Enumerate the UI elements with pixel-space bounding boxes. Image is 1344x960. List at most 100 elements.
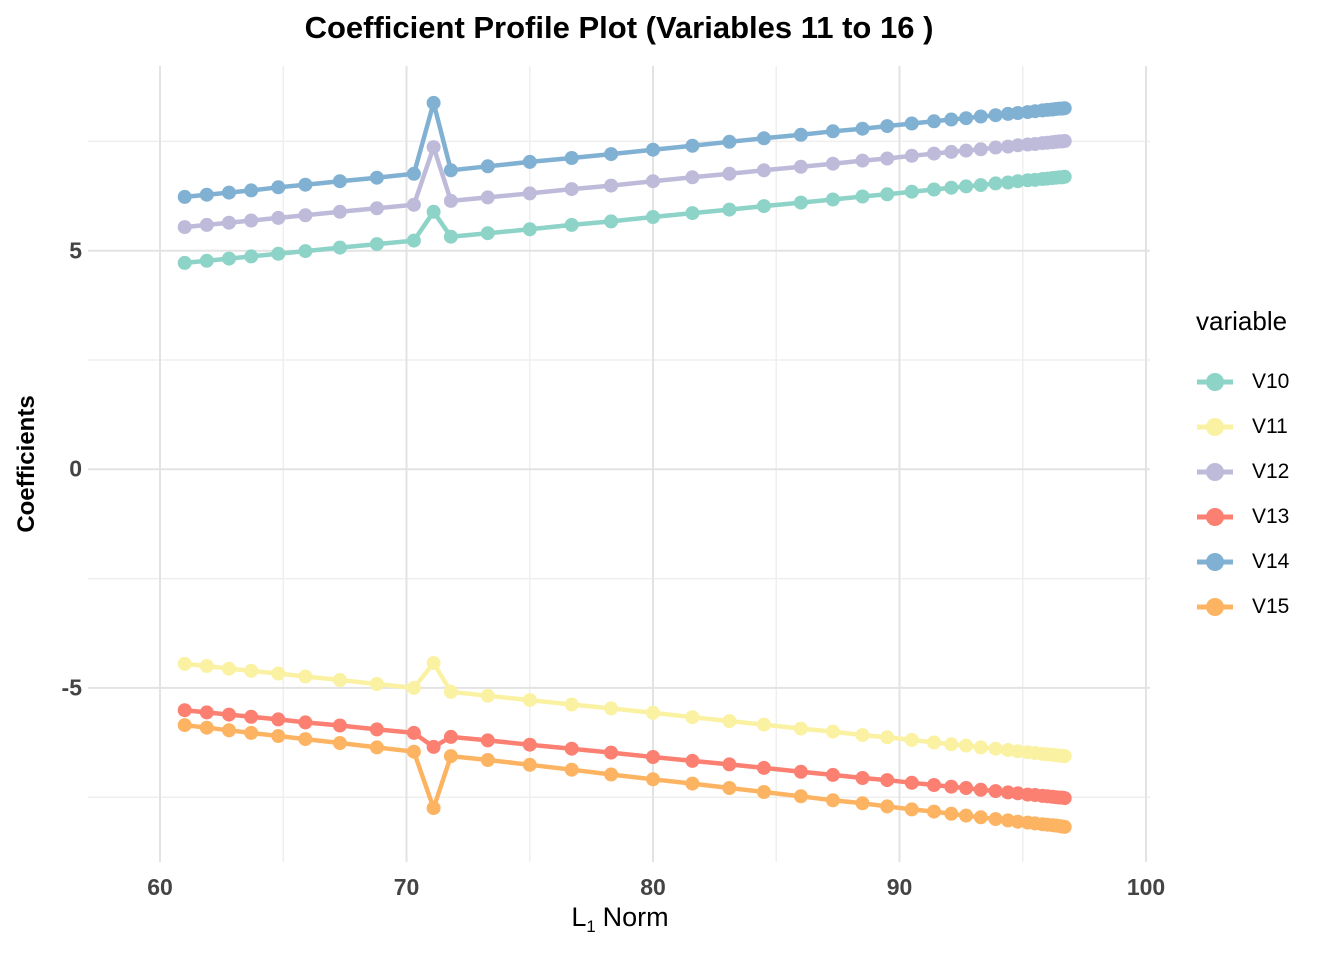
data-point bbox=[177, 718, 192, 733]
data-point bbox=[1057, 169, 1072, 184]
data-point bbox=[564, 762, 579, 777]
data-point bbox=[522, 693, 537, 708]
x-axis-title-suffix: Norm bbox=[602, 902, 669, 932]
data-point bbox=[406, 197, 421, 212]
data-point bbox=[646, 174, 660, 189]
data-point bbox=[604, 214, 619, 229]
legend: variable V10 V11 V12 V13 V14 V15 bbox=[1196, 306, 1289, 629]
legend-label: V11 bbox=[1252, 414, 1288, 438]
data-point bbox=[988, 108, 1003, 123]
data-point bbox=[332, 673, 347, 687]
data-point bbox=[564, 217, 579, 232]
data-point bbox=[332, 204, 347, 219]
data-point bbox=[944, 112, 959, 127]
data-point bbox=[793, 789, 808, 804]
data-point bbox=[825, 192, 840, 207]
data-point bbox=[426, 95, 441, 110]
legend-label: V13 bbox=[1252, 504, 1290, 528]
data-point bbox=[332, 718, 347, 733]
legend-key-icon bbox=[1197, 597, 1233, 616]
data-point bbox=[443, 163, 458, 178]
x-tick-label: 80 bbox=[640, 874, 666, 900]
data-point bbox=[880, 773, 895, 788]
data-point bbox=[222, 251, 236, 266]
data-point bbox=[426, 656, 441, 670]
data-point bbox=[944, 144, 959, 159]
data-point bbox=[944, 779, 959, 794]
data-point bbox=[973, 740, 988, 755]
data-point bbox=[1057, 791, 1072, 806]
data-point bbox=[199, 187, 214, 202]
legend-label: V12 bbox=[1252, 459, 1290, 483]
data-point bbox=[199, 659, 214, 673]
data-point bbox=[480, 688, 495, 703]
legend-entries: V10 V11 V12 V13 V14 V15 bbox=[1196, 359, 1289, 629]
data-point bbox=[564, 741, 579, 756]
data-point bbox=[904, 148, 919, 163]
y-axis-title: Coefficients bbox=[13, 395, 40, 533]
legend-key-icon bbox=[1197, 507, 1233, 526]
data-point bbox=[271, 180, 286, 195]
data-point bbox=[855, 771, 870, 785]
data-point bbox=[177, 703, 192, 718]
data-point bbox=[480, 226, 495, 241]
data-point bbox=[406, 233, 421, 248]
data-point bbox=[793, 127, 808, 142]
data-point bbox=[880, 799, 895, 814]
x-axis-title: L1 Norm bbox=[571, 902, 668, 937]
data-point bbox=[959, 143, 974, 158]
data-point bbox=[222, 215, 236, 230]
data-point bbox=[904, 184, 919, 199]
y-tick-label: 0 bbox=[69, 455, 82, 482]
data-point bbox=[904, 732, 919, 747]
data-point bbox=[271, 246, 286, 261]
data-point bbox=[406, 744, 421, 759]
data-point bbox=[880, 151, 895, 166]
data-point bbox=[973, 142, 988, 157]
data-point bbox=[177, 189, 192, 204]
data-point bbox=[199, 253, 214, 268]
data-point bbox=[855, 121, 870, 136]
data-point bbox=[959, 808, 974, 823]
legend-title: variable bbox=[1196, 306, 1288, 336]
data-point bbox=[298, 208, 313, 223]
data-point bbox=[244, 249, 259, 264]
data-point bbox=[480, 159, 495, 174]
data-point bbox=[756, 163, 771, 178]
data-point bbox=[199, 705, 214, 720]
data-point bbox=[988, 784, 1003, 799]
data-point bbox=[722, 714, 737, 729]
data-point bbox=[988, 741, 1003, 756]
series-points-V11 bbox=[177, 656, 1072, 764]
data-point bbox=[222, 707, 236, 722]
data-point bbox=[443, 729, 458, 744]
data-point bbox=[825, 156, 840, 171]
legend-label: V15 bbox=[1252, 594, 1290, 618]
data-point bbox=[298, 715, 313, 730]
data-point bbox=[522, 737, 537, 752]
data-point bbox=[604, 767, 619, 782]
data-point bbox=[685, 206, 700, 221]
data-point bbox=[522, 154, 537, 169]
data-point bbox=[369, 201, 384, 216]
data-point bbox=[369, 722, 384, 737]
series-points-V14 bbox=[177, 95, 1072, 204]
y-tick-label: 5 bbox=[69, 237, 82, 264]
data-point bbox=[426, 801, 441, 816]
data-point bbox=[426, 204, 441, 219]
data-point bbox=[722, 166, 737, 181]
data-point bbox=[722, 781, 737, 795]
data-point bbox=[244, 725, 259, 740]
data-point bbox=[646, 705, 660, 720]
data-point bbox=[825, 124, 840, 139]
data-point bbox=[927, 114, 941, 129]
data-point bbox=[793, 159, 808, 174]
data-point bbox=[855, 796, 870, 811]
data-point bbox=[855, 189, 870, 204]
data-point bbox=[271, 729, 286, 743]
series-points-V13 bbox=[177, 703, 1072, 806]
data-point bbox=[604, 701, 619, 716]
data-point bbox=[959, 111, 974, 126]
data-point bbox=[793, 195, 808, 210]
